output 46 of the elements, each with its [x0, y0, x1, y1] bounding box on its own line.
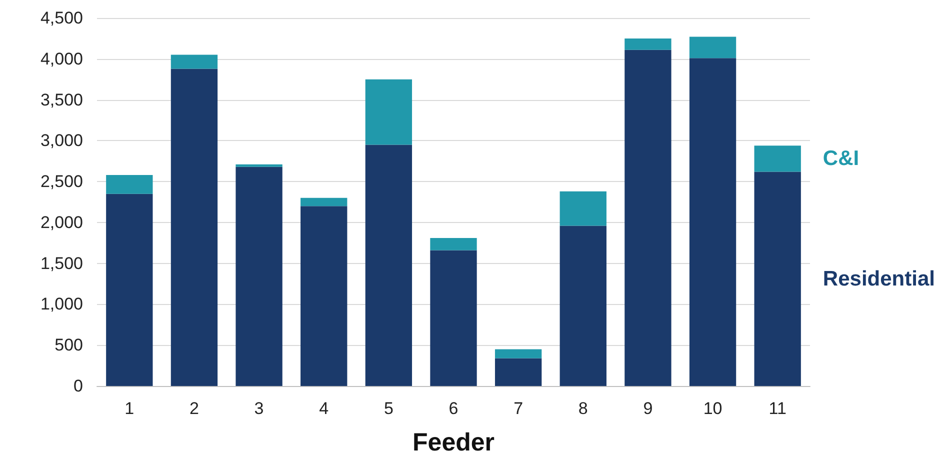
y-tick-label: 4,000 — [40, 49, 83, 68]
bar — [754, 172, 801, 386]
series-label: C&I — [822, 147, 860, 170]
x-tick-label: 7 — [514, 399, 524, 418]
bar — [494, 358, 542, 386]
y-tick-label: 2,000 — [40, 212, 83, 232]
y-tick-label: 3,500 — [40, 90, 83, 110]
bar — [170, 68, 218, 386]
x-tick-label: 6 — [448, 399, 458, 418]
series-label: Residential — [822, 267, 935, 290]
bar — [170, 54, 218, 69]
bar — [430, 250, 477, 386]
bar — [494, 349, 542, 358]
bar — [560, 191, 606, 226]
x-tick-label: 8 — [578, 399, 588, 418]
bar — [300, 206, 348, 386]
bar — [754, 146, 801, 172]
bar — [624, 38, 672, 50]
x-tick-label: 1 — [124, 399, 134, 418]
y-tick-label: 3,000 — [40, 131, 83, 150]
bar — [106, 175, 153, 194]
y-tick-label: 1,500 — [40, 254, 83, 273]
bar — [430, 238, 477, 250]
y-tick-label: 0 — [74, 376, 83, 396]
x-tick-label: 4 — [319, 399, 329, 418]
bar — [106, 194, 153, 386]
x-tick-label: 2 — [189, 399, 199, 418]
bar — [236, 166, 282, 386]
y-tick-label: 2,500 — [40, 172, 83, 192]
x-tick-label: 11 — [768, 399, 786, 418]
bar — [236, 164, 282, 167]
x-tick-label: 5 — [384, 399, 394, 418]
bar — [365, 79, 412, 145]
x-axis-title: Feeder — [412, 428, 495, 456]
bar — [560, 226, 606, 386]
bar — [689, 58, 736, 386]
bar — [624, 50, 672, 386]
bar — [689, 36, 736, 58]
y-tick-label: 500 — [54, 336, 83, 355]
y-tick-label: 4,500 — [40, 8, 83, 28]
x-tick-label: 3 — [254, 399, 264, 418]
x-tick-label: 10 — [703, 399, 722, 418]
x-tick-label: 9 — [643, 399, 653, 418]
y-tick-label: 1,000 — [40, 294, 83, 314]
bar — [365, 144, 412, 386]
bar — [300, 198, 348, 206]
